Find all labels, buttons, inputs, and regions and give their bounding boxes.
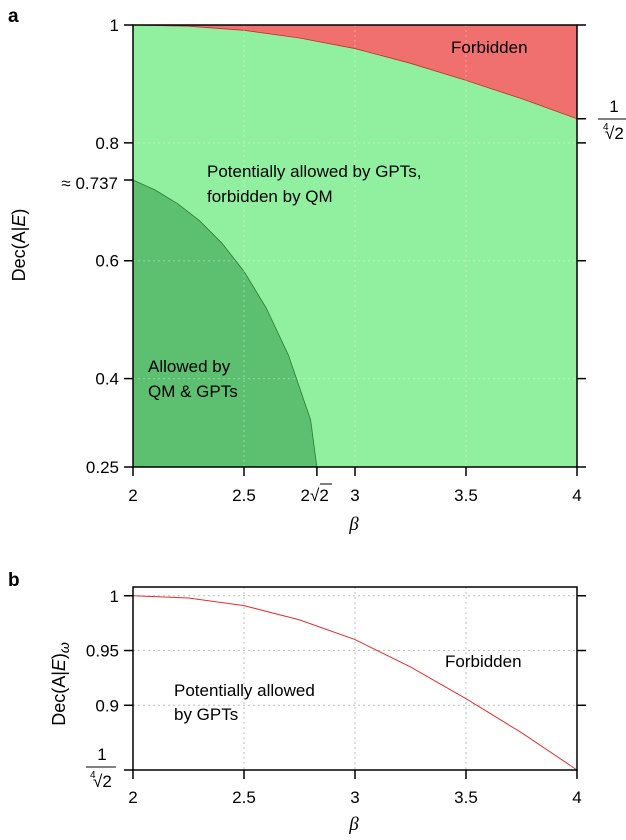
b-xtick-label: 3.5 [454, 788, 478, 807]
label-potentially-allowed-line1: Potentially allowed by GPTs, [207, 162, 422, 181]
b-fraction-numerator: 1 [97, 745, 106, 764]
b-ytick-label: 0.95 [86, 642, 119, 661]
b-fraction-root-index: 4 [90, 770, 96, 781]
xtick-label-2sqrt2-prefix: 2 [301, 486, 310, 505]
panel-a: a 2 2.5 3 3.5 4 0.25 0.4 0.6 0.8 1 Forbidden Pote… [8, 6, 626, 535]
ylabel-close: ) [9, 209, 29, 215]
a-xtick-label: 3.5 [454, 486, 478, 505]
region-forbidden [133, 25, 577, 119]
label-forbidden: Forbidden [451, 38, 528, 57]
annotation-allowed-line2: by GPTs [174, 705, 238, 724]
ylabel-var: E [9, 214, 29, 227]
panel-b-grid [133, 587, 577, 770]
a-ytick-label: 0.8 [95, 134, 119, 153]
a-ytick-label: 0.25 [86, 458, 119, 477]
a-ytick-label: 0.4 [95, 370, 119, 389]
a-xtick-label: 2.5 [232, 486, 256, 505]
panel-b-ticks: 2 2.5 3 3.5 4 0.9 0.95 1 [86, 587, 586, 807]
fraction-root-index: 4 [603, 122, 609, 133]
xtick-label-2sqrt2: 2 √2 [301, 483, 332, 505]
b-fraction-denominator: √2 [93, 772, 112, 791]
gpt-boundary-line [132, 24, 578, 120]
annotation-forbidden: Forbidden [445, 652, 522, 671]
fraction-denominator: √2 [605, 124, 624, 143]
a-xtick-label: 3 [350, 486, 359, 505]
a-xtick-label: 2 [128, 486, 137, 505]
b-xtick-label: 3 [350, 788, 359, 807]
b-ytick-label: 1 [110, 587, 119, 606]
xtick-label-2sqrt2-root: √2 [310, 486, 329, 505]
b-ylabel-var: E [49, 658, 69, 671]
series-line [132, 595, 578, 771]
right-annotation-fraction: 1 4 √2 [598, 97, 626, 143]
fraction-numerator: 1 [609, 97, 618, 116]
panel-a-grid [133, 25, 577, 467]
b-xtick-label: 4 [572, 788, 581, 807]
b-xtick-label: 2 [128, 788, 137, 807]
panel-a-xlabel: β [348, 514, 359, 535]
ytick-label-0737: ≈ 0.737 [61, 174, 118, 193]
qm-boundary-line [132, 179, 318, 468]
b-ylabel-close: ) [49, 653, 69, 659]
label-potentially-allowed-line2: forbidden by QM [207, 187, 333, 206]
panel-b-ylabel: Dec(A|E)ω [49, 642, 72, 726]
panel-a-letter: a [8, 6, 19, 27]
a-ytick-label: 1 [110, 16, 119, 35]
region-allowed-qm-gpts [133, 179, 317, 468]
a-ytick-label: 0.6 [95, 252, 119, 271]
a-xtick-label: 4 [572, 486, 581, 505]
panel-b-letter: b [8, 570, 20, 591]
b-ytick-label: 0.9 [95, 696, 119, 715]
ytick-label-fraction: 1 4 √2 [86, 745, 116, 791]
ylabel-main: Dec(A| [9, 227, 29, 282]
label-allowed-line2: QM & GPTs [148, 382, 238, 401]
panel-b-xlabel: β [348, 814, 359, 835]
panel-a-ylabel: Dec(A|E) [9, 209, 29, 282]
panel-b: b 2 2.5 3 3.5 4 0.9 0.95 1 Forbidden Potentiall… [8, 570, 586, 835]
b-ylabel-main: Dec(A| [49, 671, 69, 726]
panel-a-ticks: 2 2.5 3 3.5 4 0.25 0.4 0.6 0.8 1 [86, 16, 586, 505]
annotation-allowed-line1: Potentially allowed [174, 681, 315, 700]
b-ylabel-sub: ω [56, 642, 72, 653]
label-allowed-line1: Allowed by [148, 357, 231, 376]
b-xtick-label: 2.5 [232, 788, 256, 807]
